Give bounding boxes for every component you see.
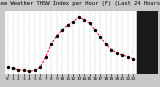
Point bbox=[28, 70, 31, 72]
Point bbox=[23, 70, 25, 71]
Point bbox=[17, 69, 20, 70]
Point bbox=[34, 70, 36, 71]
Point bbox=[105, 43, 107, 45]
Point bbox=[88, 22, 91, 24]
Point bbox=[77, 16, 80, 18]
Point bbox=[44, 56, 47, 57]
Point bbox=[72, 21, 74, 22]
Point bbox=[121, 54, 124, 56]
Point bbox=[6, 66, 9, 68]
Point bbox=[132, 58, 135, 59]
Point bbox=[99, 36, 102, 38]
Point bbox=[94, 29, 96, 31]
Point bbox=[39, 66, 42, 68]
Point bbox=[66, 25, 69, 26]
Text: Milwaukee Weather THSW Index per Hour (F) (Last 24 Hours): Milwaukee Weather THSW Index per Hour (F… bbox=[0, 1, 160, 6]
Point bbox=[50, 43, 52, 45]
Point bbox=[83, 19, 85, 20]
Point bbox=[127, 56, 129, 57]
Point bbox=[116, 52, 118, 54]
Point bbox=[56, 35, 58, 36]
Point bbox=[61, 29, 64, 31]
Point bbox=[12, 68, 14, 69]
Point bbox=[110, 49, 113, 50]
